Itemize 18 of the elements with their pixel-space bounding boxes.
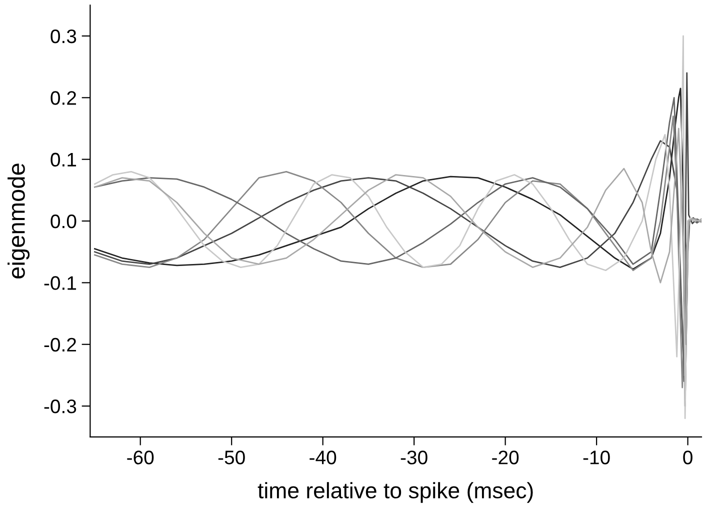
y-tick-label: -0.1 (44, 276, 76, 290)
x-tick-label: -40 (310, 450, 336, 464)
y-tick-label: 0.1 (50, 152, 76, 167)
line-series (94, 35, 702, 420)
y-tick-label: 0.3 (50, 29, 76, 44)
x-tick-label: -60 (127, 450, 154, 464)
x-tick-label: 0 (683, 450, 692, 464)
x-tick-label: -30 (400, 450, 428, 464)
y-axis-title: eigenmode (8, 164, 30, 278)
y-tick-label: 0.2 (50, 91, 76, 105)
line-series (94, 128, 702, 346)
x-tick-label: -50 (218, 450, 245, 464)
y-tick-label: 0.0 (50, 214, 76, 228)
y-tick-label: -0.2 (44, 338, 76, 352)
x-tick-label: -20 (492, 450, 519, 464)
y-tick-label: -0.3 (44, 400, 76, 414)
x-tick-label: -10 (583, 450, 610, 464)
x-axis-title: time relative to spike (msec) (258, 482, 533, 503)
